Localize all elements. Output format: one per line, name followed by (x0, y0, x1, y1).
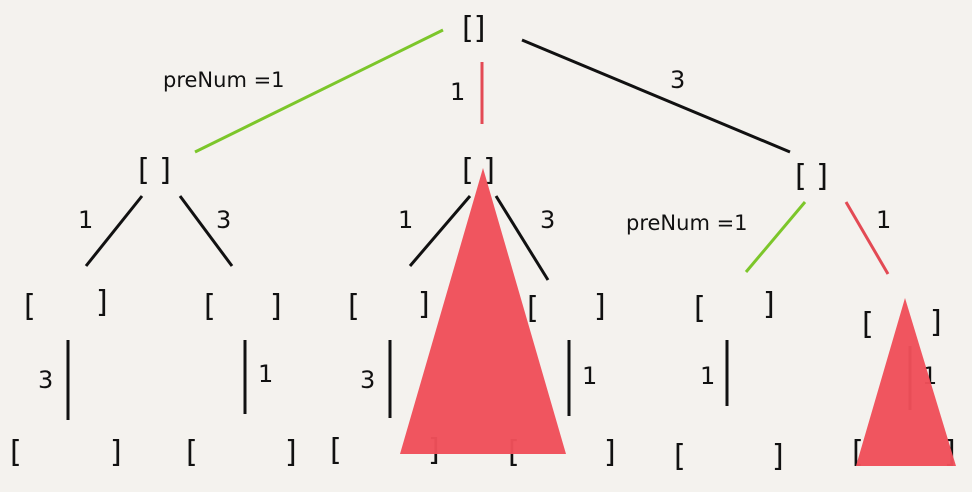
edge-left-right (178, 195, 234, 267)
node-l2-6-close: ] (930, 305, 942, 340)
node-root: [] (462, 11, 485, 46)
edge-label-prenum-left: preNum =1 (163, 68, 285, 92)
edge-label-root-mid: 1 (450, 78, 465, 106)
node-l3-1-close: ] (110, 435, 122, 470)
edge-label-l3-5: 1 (700, 362, 715, 390)
node-l3-5-open: [ (674, 439, 686, 474)
node-l1-right: [ ] (795, 159, 828, 194)
node-l2-5-close: ] (763, 287, 775, 322)
node-l2-6-open: [ (862, 307, 874, 342)
edge-mid-right (494, 195, 550, 281)
node-l3-6-open: [ (852, 435, 864, 470)
node-l2-4-close: ] (594, 289, 606, 324)
node-l2-5-open: [ (694, 291, 706, 326)
edge-label-root-right: 3 (670, 66, 685, 94)
node-l3-1-open: [ (10, 435, 22, 470)
edge-label-ll: 1 (78, 206, 93, 234)
edge-label-mr: 3 (540, 206, 555, 234)
pruned-subtree-triangle-right (856, 298, 956, 466)
node-l2-2-open: [ (204, 289, 216, 324)
node-l2-3-close: ] (418, 287, 430, 322)
node-l3-5-close: ] (772, 439, 784, 474)
edge-label-l3-1: 3 (38, 366, 53, 394)
edge-mid-left (408, 195, 472, 267)
node-l3-2-open: [ (186, 435, 198, 470)
node-l2-4-open: [ (527, 291, 539, 326)
edge-label-l3-4: 1 (582, 362, 597, 390)
edge-label-l3-3: 3 (360, 366, 375, 394)
node-l2-1-close: ] (96, 285, 108, 320)
node-l1-mid: [ ] (462, 153, 495, 188)
edge-label-l3-2: 1 (258, 360, 273, 388)
edge-label-lr: 3 (216, 206, 231, 234)
edge-label-ml: 1 (398, 206, 413, 234)
node-l1-left: [ ] (138, 153, 171, 188)
node-l3-2-close: ] (285, 435, 297, 470)
node-l2-3-open: [ (348, 289, 360, 324)
node-l3-4-close: ] (604, 435, 616, 470)
node-l3-3-open: [ (330, 433, 342, 468)
edge-right-right (844, 201, 890, 275)
edge-root-left (194, 28, 444, 154)
node-l2-1-open: [ (24, 289, 36, 324)
edge-root-right (521, 38, 791, 154)
node-l2-2-close: ] (270, 289, 282, 324)
pruned-subtree-triangle-middle (400, 168, 566, 454)
edge-label-prenum-right: preNum =1 (626, 211, 748, 235)
edge-left-left (84, 195, 144, 267)
edge-right-left (744, 201, 807, 273)
edge-label-rr: 1 (876, 206, 891, 234)
